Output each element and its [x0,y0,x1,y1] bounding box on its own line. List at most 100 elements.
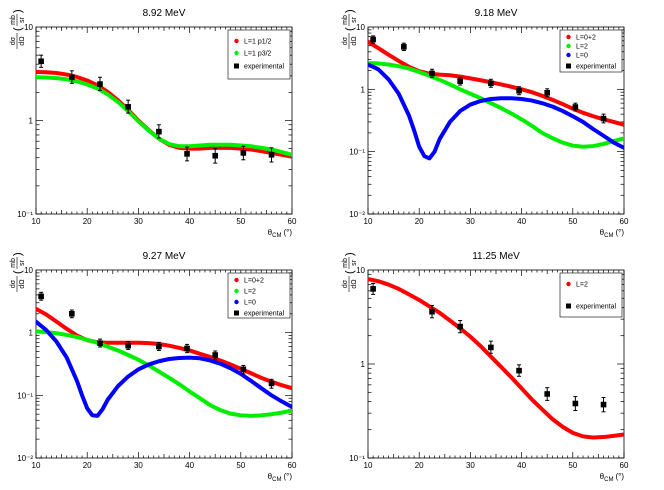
chart-title: 11.25 MeV [472,251,520,262]
x-axis-subscript: CM [272,233,281,239]
legend-label: L=2 [576,44,588,51]
data-marker [572,400,579,407]
data-marker [488,80,494,87]
y-label-unit-denominator: sr [19,259,26,266]
y-label-paren-close: ) [344,252,356,256]
data-point [97,76,103,91]
y-label-paren-open: ( [344,27,356,31]
chart-panel-3: 9.27 MeV 10 20 30 40 50 60 10⁻² 10⁻¹ 1 10 θCM (°) dσ d… [10,251,297,483]
data-point [370,35,376,44]
legend: L=1 p1/2 L=1 p3/2 experimental [227,29,291,80]
x-axis-label: θCM (°) [268,228,293,239]
x-tick-label: 30 [134,461,143,470]
x-tick-label: 10 [364,461,373,470]
data-marker [268,380,275,387]
data-point [184,146,190,162]
data-point [544,88,550,98]
y-axis-label: dσ dΩ (mb sr) [10,252,26,292]
y-label-denominator: dΩ [19,36,26,45]
data-marker [38,58,44,65]
data-point [156,124,162,139]
data-point [600,113,607,124]
x-tick-label: 20 [83,461,92,470]
data-marker [125,342,131,349]
y-tick-label: 1 [29,117,34,126]
x-tick-label: 20 [415,217,424,226]
x-tick-label: 10 [32,217,41,226]
y-tick-label: 10 [24,23,33,32]
data-point [401,42,407,51]
y-label-paren-close: ) [12,9,24,13]
legend: L=2 experimental [559,272,623,318]
y-label-denominator: dΩ [19,279,26,288]
x-axis-unit: (°) [283,228,292,237]
x-axis-symbol: θ [600,472,605,481]
legend-label: experimental [244,64,285,71]
x-axis-label: θCM (°) [600,472,625,483]
legend-marker [566,43,571,49]
y-tick-label: 10⁻¹ [17,391,33,400]
data-marker [457,78,463,85]
y-label-numerator: dσ [342,36,349,45]
data-marker [240,150,247,156]
x-tick-label: 60 [288,217,297,226]
x-tick-label: 10 [32,461,41,470]
data-marker [600,115,607,122]
x-tick-label: 40 [517,217,526,226]
legend-label: L=0 [576,53,588,60]
data-marker [268,151,275,158]
data-marker [69,74,75,81]
y-label-paren-open: ( [12,27,24,31]
x-tick-label: 40 [185,461,194,470]
x-tick-label: 60 [620,217,629,226]
x-tick-label: 50 [568,461,577,470]
y-tick-label: 10 [24,266,33,275]
data-marker [184,345,190,352]
data-marker [600,401,607,408]
x-tick-label: 10 [364,217,373,226]
data-marker [240,366,247,373]
legend-marker-experimental [234,63,239,69]
x-axis-unit: (°) [615,472,624,481]
y-label-unit-denominator: sr [19,16,26,23]
data-marker [212,352,218,358]
legend-marker [566,281,571,287]
x-tick-label: 60 [288,461,297,470]
legend-label: L=2 [244,289,256,296]
x-tick-label: 50 [568,217,577,226]
y-label-numerator: dσ [10,36,17,45]
y-tick-label: 10⁻¹ [349,148,365,157]
data-point [268,147,275,163]
data-marker [429,70,435,77]
legend-marker [234,277,239,283]
x-axis-label: θCM (°) [268,472,293,483]
x-tick-label: 60 [620,461,629,470]
y-tick-label: 10⁻¹ [17,210,33,219]
y-tick-label: 10⁻² [349,210,365,219]
series-line-l-2 [36,329,292,418]
y-tick-label: 1 [361,85,366,94]
legend-marker [234,50,239,56]
legend-label: L=2 [576,282,588,289]
chart-panel-1: 8.92 MeV 10 20 30 40 50 60 10⁻¹ 1 10 θCM (°) dσ dΩ (mb… [10,8,297,239]
data-point [69,309,75,319]
y-tick-label: 10⁻¹ [349,454,365,463]
legend-box [559,272,623,318]
chart-panel-2: 9.18 MeV 10 20 30 40 50 60 10⁻² 10⁻¹ 1 10 θCM (°) dσ d… [342,8,629,239]
x-axis-unit: (°) [283,472,292,481]
legend-marker [234,299,239,305]
data-point [38,291,44,301]
y-label-unit-numerator: mb [342,15,349,25]
legend: L=0+2 L=2 L=0 experimental [227,272,291,319]
data-marker [516,367,522,374]
legend-label: experimental [576,304,617,311]
data-marker [457,323,463,330]
legend-marker-experimental [566,303,571,309]
data-point [69,70,75,84]
data-point [268,378,275,389]
data-point [240,364,247,375]
data-marker [125,104,131,110]
legend: L=0+2 L=2 L=0 experimental [559,29,623,73]
x-tick-label: 40 [185,217,194,226]
